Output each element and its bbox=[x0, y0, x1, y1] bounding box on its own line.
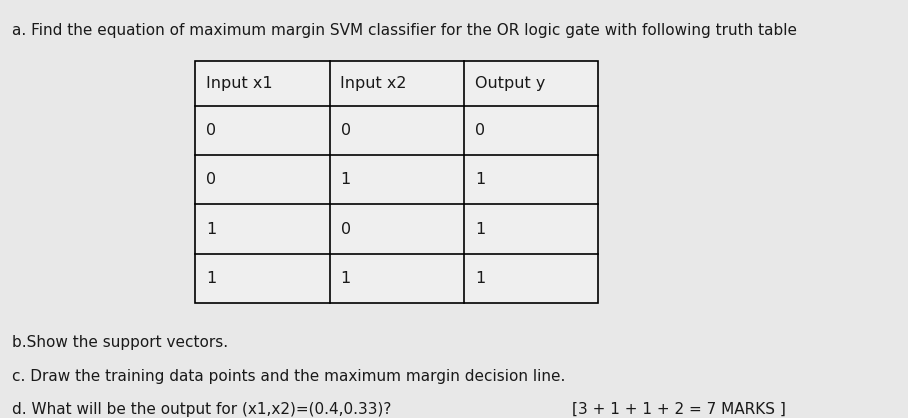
Text: 1: 1 bbox=[206, 271, 216, 286]
Text: 1: 1 bbox=[475, 271, 485, 286]
Text: Input x2: Input x2 bbox=[340, 76, 407, 91]
Text: 1: 1 bbox=[475, 222, 485, 237]
Text: 0: 0 bbox=[340, 222, 350, 237]
Text: a. Find the equation of maximum margin SVM classifier for the OR logic gate with: a. Find the equation of maximum margin S… bbox=[12, 23, 797, 38]
Text: 0: 0 bbox=[206, 123, 216, 138]
Text: [3 + 1 + 1 + 2 = 7 MARKS ]: [3 + 1 + 1 + 2 = 7 MARKS ] bbox=[572, 402, 786, 417]
Bar bbox=[195, 61, 598, 303]
Text: Output y: Output y bbox=[475, 76, 546, 91]
Text: d. What will be the output for (x1,x2)=(0.4,0.33)?: d. What will be the output for (x1,x2)=(… bbox=[12, 402, 391, 417]
Bar bbox=[195, 61, 598, 303]
Text: 1: 1 bbox=[340, 271, 350, 286]
Text: c. Draw the training data points and the maximum margin decision line.: c. Draw the training data points and the… bbox=[12, 369, 565, 384]
Text: 1: 1 bbox=[475, 172, 485, 187]
Text: 0: 0 bbox=[206, 172, 216, 187]
Text: b.Show the support vectors.: b.Show the support vectors. bbox=[12, 335, 228, 350]
Text: 0: 0 bbox=[475, 123, 485, 138]
Text: 1: 1 bbox=[206, 222, 216, 237]
Text: Input x1: Input x1 bbox=[206, 76, 272, 91]
Text: 0: 0 bbox=[340, 123, 350, 138]
Text: 1: 1 bbox=[340, 172, 350, 187]
